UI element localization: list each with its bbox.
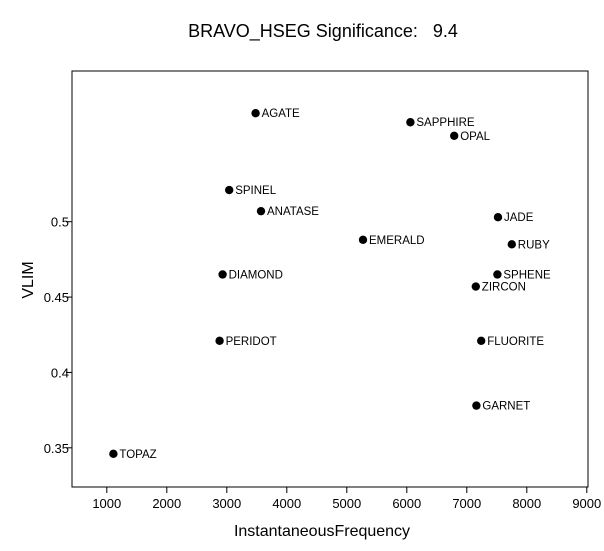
point-marker [358,235,368,245]
x-tick-label: 4000 [272,496,301,511]
y-axis: 0.35 0.4 0.45 0.5 [44,215,72,456]
y-tick-label: 0.5 [51,215,69,230]
point-label: FLUORITE [487,336,544,348]
y-tick-label: 0.45 [44,290,69,305]
point-label: ZIRCON [482,282,526,294]
point-label: OPAL [460,131,490,143]
point-label: SPHENE [503,269,551,281]
point-marker [472,401,481,410]
point-marker [493,213,503,222]
point-marker [251,109,260,118]
x-tick-label: 5000 [332,496,361,511]
point-marker [406,118,415,127]
point-marker [109,449,118,459]
x-tick-label: 6000 [392,496,421,511]
point-label: ANATASE [267,206,319,218]
y-tick-label: 0.35 [44,441,69,456]
point-marker [450,131,459,141]
point-marker [218,270,227,279]
data-points: AGATE SAPPHIRE OPAL SPINEL ANATASE JADE EMERAL… [109,108,551,461]
point-marker [215,336,224,345]
point-marker [256,206,266,216]
point-marker [471,282,480,291]
point-label: SPINEL [235,185,277,197]
x-axis-label: InstantaneousFrequency [234,523,410,540]
point-marker [225,185,234,195]
point-marker [493,270,502,279]
point-label: PERIDOT [226,336,277,348]
x-tick-label: 7000 [452,496,481,511]
point-marker [477,336,486,345]
point-label: AGATE [262,108,300,120]
x-tick-label: 2000 [152,496,181,511]
x-tick-label: 1000 [92,496,121,511]
point-label: EMERALD [369,235,425,247]
x-tick-label: 8000 [512,496,541,511]
x-tick-label: 9000 [572,496,601,511]
point-label: RUBY [518,239,550,251]
point-marker [507,240,516,249]
point-label: JADE [504,212,534,224]
y-axis-label: VLIM [20,261,37,298]
x-tick-label: 3000 [212,496,241,511]
y-tick-label: 0.4 [51,365,69,380]
point-label: SAPPHIRE [416,117,474,129]
point-label: GARNET [482,401,530,413]
point-label: DIAMOND [229,269,283,281]
x-axis: 1000 2000 3000 4000 5000 6000 7000 8000 9000 [92,487,601,511]
chart-title: BRAVO_HSEG Significance: 9.4 [188,21,458,42]
point-label: TOPAZ [119,449,156,461]
plot-area-frame [71,70,589,488]
